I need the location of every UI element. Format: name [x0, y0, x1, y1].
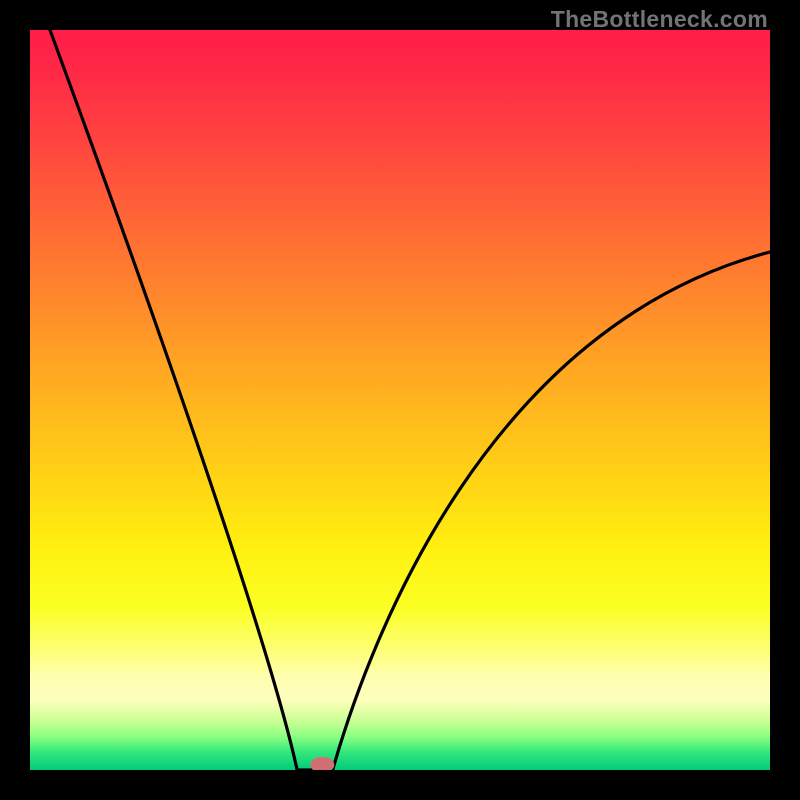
gradient-background	[30, 30, 770, 770]
plot-area	[30, 30, 770, 770]
chart-frame: TheBottleneck.com	[0, 0, 800, 800]
chart-svg	[30, 30, 770, 770]
watermark-text: TheBottleneck.com	[551, 6, 768, 33]
